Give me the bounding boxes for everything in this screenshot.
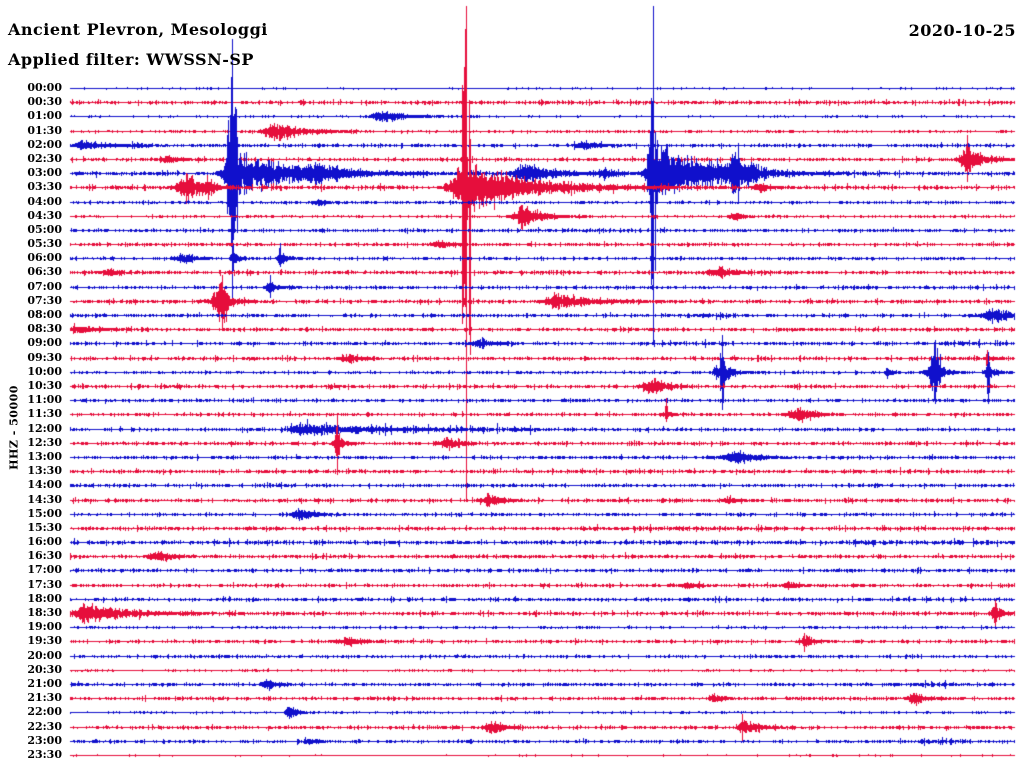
trace-time-label: 14:00 xyxy=(27,478,62,491)
trace-time-label: 16:30 xyxy=(27,549,62,562)
trace-time-label: 03:00 xyxy=(27,166,62,179)
trace-time-label: 18:30 xyxy=(27,606,62,619)
trace-time-label: 11:00 xyxy=(27,393,62,406)
trace-time-label: 11:30 xyxy=(27,407,62,420)
filter-label: Applied filter: WWSSN-SP xyxy=(8,50,254,69)
trace-time-label: 00:00 xyxy=(27,81,62,94)
trace-time-label: 15:00 xyxy=(27,507,62,520)
trace-time-label: 05:30 xyxy=(27,237,62,250)
trace-time-label: 10:00 xyxy=(27,365,62,378)
trace-time-label: 19:00 xyxy=(27,620,62,633)
trace-time-label: 21:00 xyxy=(27,677,62,690)
trace-time-label: 13:30 xyxy=(27,464,62,477)
trace-time-label: 06:30 xyxy=(27,265,62,278)
trace-time-label: 09:30 xyxy=(27,351,62,364)
trace-time-label: 10:30 xyxy=(27,379,62,392)
trace-time-label: 02:30 xyxy=(27,152,62,165)
trace-time-label: 06:00 xyxy=(27,251,62,264)
trace-time-label: 04:00 xyxy=(27,195,62,208)
trace-time-label: 08:00 xyxy=(27,308,62,321)
trace-time-label: 12:30 xyxy=(27,436,62,449)
trace-time-label: 20:30 xyxy=(27,663,62,676)
trace-time-label: 17:00 xyxy=(27,563,62,576)
trace-time-label: 01:30 xyxy=(27,124,62,137)
trace-time-label: 17:30 xyxy=(27,578,62,591)
trace-time-label: 00:30 xyxy=(27,95,62,108)
trace-time-label: 09:00 xyxy=(27,336,62,349)
trace-time-label: 22:00 xyxy=(27,705,62,718)
trace-time-label: 23:00 xyxy=(27,734,62,747)
trace-time-label: 12:00 xyxy=(27,422,62,435)
trace-time-label: 21:30 xyxy=(27,691,62,704)
trace-time-label: 07:00 xyxy=(27,280,62,293)
trace-time-label: 15:30 xyxy=(27,521,62,534)
trace-time-label: 07:30 xyxy=(27,294,62,307)
trace-time-label: 19:30 xyxy=(27,634,62,647)
date-label: 2020-10-25 xyxy=(908,21,1016,40)
station-title: Ancient Plevron, Mesologgi xyxy=(8,20,268,39)
trace-time-label: 01:00 xyxy=(27,109,62,122)
trace-time-label: 03:30 xyxy=(27,180,62,193)
trace-time-label: 22:30 xyxy=(27,720,62,733)
trace-time-label: 18:00 xyxy=(27,592,62,605)
trace-time-label: 08:30 xyxy=(27,322,62,335)
trace-time-label: 04:30 xyxy=(27,209,62,222)
trace-time-label: 13:00 xyxy=(27,450,62,463)
trace-time-label: 16:00 xyxy=(27,535,62,548)
trace-time-label: 20:00 xyxy=(27,649,62,662)
trace-time-label: 23:30 xyxy=(27,748,62,761)
trace-time-label: 05:00 xyxy=(27,223,62,236)
trace-time-label: 14:30 xyxy=(27,493,62,506)
trace-time-label: 02:00 xyxy=(27,138,62,151)
